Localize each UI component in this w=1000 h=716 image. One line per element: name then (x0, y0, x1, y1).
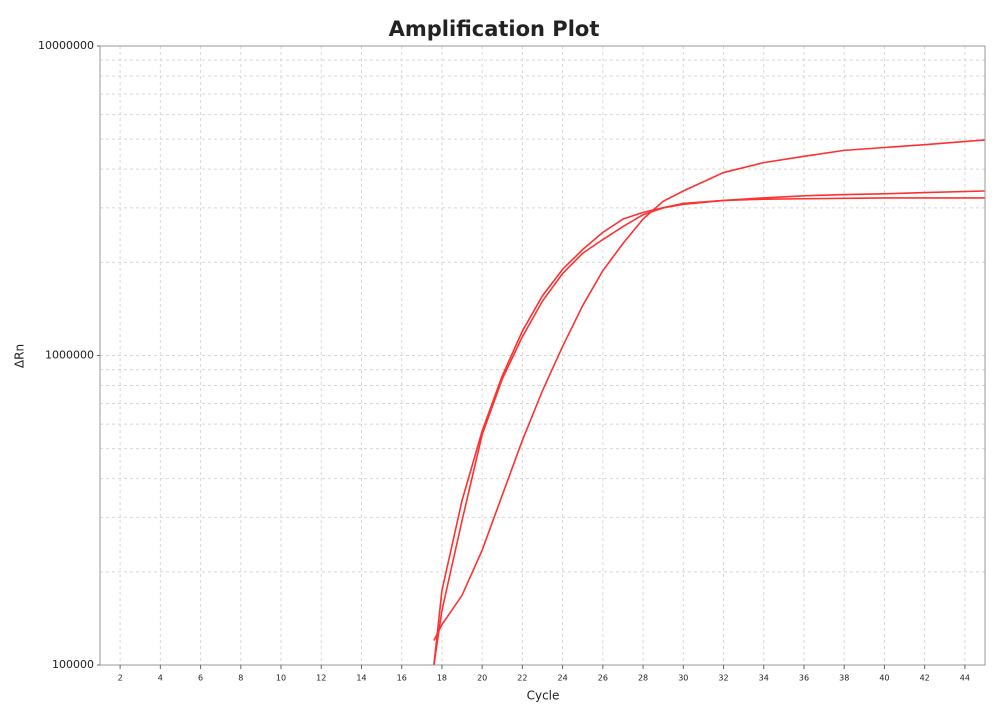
y-tick-label: 10000000 (38, 39, 94, 52)
y-tick-label: 1000000 (45, 349, 94, 362)
y-tick-label: 100000 (52, 658, 94, 671)
x-tick-label: 36 (799, 674, 809, 683)
amplification-curve (433, 197, 985, 665)
x-tick-label: 30 (678, 674, 688, 683)
plot-lines (433, 139, 985, 665)
amplification-curve (433, 139, 985, 641)
x-tick-label: 24 (558, 674, 568, 683)
x-tick-label: 42 (920, 674, 930, 683)
x-tick-label: 22 (517, 674, 527, 683)
x-tick-label: 12 (316, 674, 326, 683)
y-axis-label: ΔRn (13, 344, 27, 368)
x-tick-label: 10 (276, 674, 286, 683)
x-tick-label: 38 (839, 674, 849, 683)
x-tick-label: 26 (598, 674, 608, 683)
x-tick-label: 14 (356, 674, 366, 683)
x-tick-label: 44 (960, 674, 970, 683)
chart-title: Amplification Plot (389, 17, 600, 41)
x-axis-label: Cycle (527, 689, 560, 703)
x-tick-label: 4 (158, 674, 163, 683)
x-tick-label: 8 (238, 674, 243, 683)
x-tick-label: 32 (718, 674, 728, 683)
x-tick-label: 6 (198, 674, 203, 683)
x-tick-label: 2 (118, 674, 123, 683)
x-tick-label: 40 (879, 674, 889, 683)
x-tick-label: 34 (759, 674, 769, 683)
x-tick-label: 18 (437, 674, 447, 683)
x-tick-label: 20 (477, 674, 487, 683)
amplification-curve (433, 190, 985, 665)
x-tick-label: 28 (638, 674, 648, 683)
x-tick-label: 16 (397, 674, 407, 683)
grid (100, 45, 985, 666)
